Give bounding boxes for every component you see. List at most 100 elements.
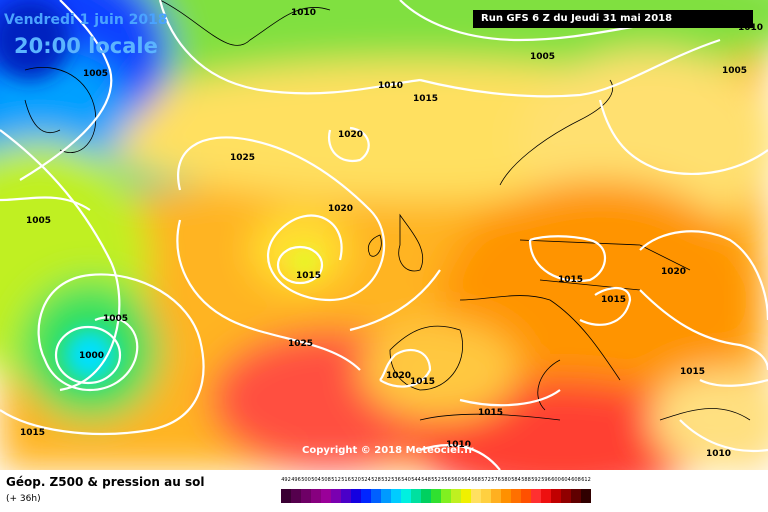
isobar-label: 1015 [296, 271, 321, 281]
isobar-label: 1010 [446, 440, 471, 450]
isobar-label: 1020 [386, 371, 411, 381]
isobars [0, 0, 768, 470]
color-scale: 492 496 500 504 508 512 516 520 524 528 532 536 540 5… [281, 470, 751, 512]
scale-swatch [331, 489, 341, 503]
forecast-time: 20:00 locale [14, 34, 158, 58]
isobar-label: 1020 [328, 204, 353, 214]
isobar-label: 1025 [230, 153, 255, 163]
scale-label: 596 [541, 477, 551, 483]
scale-label: 584 [511, 477, 521, 483]
isobar-label: 1010 [291, 8, 316, 18]
scale-swatch [521, 489, 531, 503]
scale-label: 588 [521, 477, 531, 483]
scale-swatch [351, 489, 361, 503]
scale-label: 604 [561, 477, 571, 483]
legend-footer: Géop. Z500 & pression au sol (+ 36h) 492… [0, 470, 768, 512]
scale-label: 532 [381, 477, 391, 483]
scale-label: 592 [531, 477, 541, 483]
scale-label: 516 [341, 477, 351, 483]
isobar-label: 1015 [20, 428, 45, 438]
isobar-label: 1015 [410, 377, 435, 387]
coastlines [24, 0, 751, 421]
isobar-label: 1020 [661, 267, 686, 277]
scale-label: 512 [331, 477, 341, 483]
scale-swatch [551, 489, 561, 503]
isobar-label: 1000 [79, 351, 104, 361]
scale-swatch [381, 489, 391, 503]
isobar-label: 1010 [706, 449, 731, 459]
isobar-label: 1010 [378, 81, 403, 91]
scale-swatch [311, 489, 321, 503]
scale-swatch [431, 489, 441, 503]
isobar-label: 1015 [413, 94, 438, 104]
isobar-label: 1005 [26, 216, 51, 226]
scale-swatch [561, 489, 571, 503]
isobar-label: 1005 [722, 66, 747, 76]
scale-swatch [451, 489, 461, 503]
scale-label: 580 [501, 477, 511, 483]
scale-label: 560 [451, 477, 461, 483]
scale-swatch [531, 489, 541, 503]
scale-swatch [571, 489, 581, 503]
scale-swatch [391, 489, 401, 503]
isobar-label: 1025 [288, 339, 313, 349]
weather-map: 1010 1005 1010 1015 1005 1005 1020 1025 … [0, 0, 768, 470]
scale-swatch [321, 489, 331, 503]
scale-label: 508 [321, 477, 331, 483]
scale-swatch [541, 489, 551, 503]
isobar-labels: 1010 1005 1010 1015 1005 1005 1020 1025 … [20, 8, 763, 459]
scale-label: 500 [301, 477, 311, 483]
scale-swatch [371, 489, 381, 503]
scale-swatch [461, 489, 471, 503]
scale-label: 576 [491, 477, 501, 483]
scale-swatch [301, 489, 311, 503]
scale-label: 552 [431, 477, 441, 483]
scale-label: 524 [361, 477, 371, 483]
map-title: Géop. Z500 & pression au sol [6, 475, 205, 489]
scale-swatch [511, 489, 521, 503]
scale-swatch [501, 489, 511, 503]
scale-label: 496 [291, 477, 301, 483]
scale-swatch [361, 489, 371, 503]
scale-label: 564 [461, 477, 471, 483]
scale-swatch [471, 489, 481, 503]
scale-swatch [491, 489, 501, 503]
scale-labels: 492 496 500 504 508 512 516 520 524 528 532 536 540 5… [281, 477, 751, 487]
scale-swatch [411, 489, 421, 503]
copyright: Copyright © 2018 Meteociel.fr [302, 445, 474, 456]
scale-swatch [341, 489, 351, 503]
run-info: Run GFS 6 Z du Jeudi 31 mai 2018 [473, 10, 753, 28]
scale-label: 492 [281, 477, 291, 483]
scale-label: 504 [311, 477, 321, 483]
scale-label: 548 [421, 477, 431, 483]
scale-label: 528 [371, 477, 381, 483]
scale-label: 608 [571, 477, 581, 483]
isobar-label: 1015 [680, 367, 705, 377]
scale-label: 572 [481, 477, 491, 483]
scale-label: 612 [581, 477, 591, 483]
isobar-label: 1005 [83, 69, 108, 79]
isobar-label: 1015 [601, 295, 626, 305]
isobar-label: 1015 [558, 275, 583, 285]
scale-label: 540 [401, 477, 411, 483]
isobar-label: 1005 [530, 52, 555, 62]
scale-label: 600 [551, 477, 561, 483]
scale-label: 544 [411, 477, 421, 483]
isobar-label: 1020 [338, 130, 363, 140]
isobar-label: 1010 [738, 23, 763, 33]
scale-swatch [401, 489, 411, 503]
scale-swatch [421, 489, 431, 503]
geopotential-cores [0, 0, 319, 380]
scale-swatch [481, 489, 491, 503]
scale-label: 556 [441, 477, 451, 483]
scale-swatch [581, 489, 591, 503]
scale-label: 568 [471, 477, 481, 483]
scale-label: 520 [351, 477, 361, 483]
isobar-label: 1015 [478, 408, 503, 418]
scale-swatch [291, 489, 301, 503]
scale-label: 536 [391, 477, 401, 483]
scale-swatch [281, 489, 291, 503]
forecast-date: Vendredi 1 juin 2018 [4, 12, 168, 28]
scale-swatch [441, 489, 451, 503]
